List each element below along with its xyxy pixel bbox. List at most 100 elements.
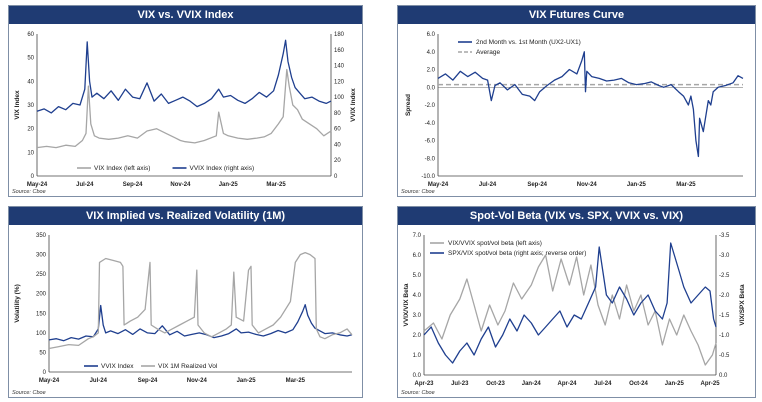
y2-axis-title: VIX/SPX Beta [739,284,746,326]
x-tick-label: Apr-23 [414,381,434,387]
legend-label: VVIX Index [101,363,134,370]
chart-panel-vix-vvix: VIX vs. VVIX Index 0 10 20 30 40 50 60 0 20 40 60 8… [8,5,363,197]
x-tick-label: Jul-24 [90,378,108,384]
y2-axis-title: VVIX Index [350,88,357,122]
series-line-0 [423,254,717,366]
y-tick-label: -6.0 [425,139,436,145]
chart-title: VIX Futures Curve [398,6,755,24]
y-tick-label: 350 [36,233,47,239]
x-tick-label: May-24 [27,182,48,188]
x-tick-label: Mar-25 [266,182,286,188]
chart-panel-spot-vol-beta: Spot-Vol Beta (VIX vs. SPX, VVIX vs. VIX… [397,206,756,398]
series-line-0 [36,68,332,149]
y-tick-label: 5.0 [413,273,422,279]
y2-tick-label: -3.0 [719,253,730,259]
x-tick-label: Oct-23 [486,381,505,387]
x-tick-label: May-24 [39,378,60,384]
y2-tick-label: 20 [334,158,341,164]
y-tick-label: 2.0 [413,333,422,339]
y2-tick-label: 40 [334,142,341,148]
y-tick-label: 0.0 [427,85,436,91]
y2-tick-label: 60 [334,127,341,133]
x-tick-label: Sep-24 [527,182,547,188]
source-note: Source: Cboe [401,390,435,396]
chart-svg: 0.0 1.0 2.0 3.0 4.0 5.0 6.0 7.0 0.0 -0.5 -1.0 -1.5 -… [403,233,746,387]
x-tick-label: Apr-25 [701,381,721,387]
y2-tick-label: -0.5 [719,353,730,359]
y-axis-title: VIX Index [14,90,21,120]
y2-tick-label: -1.0 [719,333,730,339]
y2-tick-label: -2.5 [719,273,730,279]
y2-tick-label: 0 [334,174,338,180]
y2-tick-label: -1.5 [719,313,730,319]
y-axis-title: Volatility (%) [14,284,21,323]
y2-tick-label: 140 [334,64,345,70]
chart-svg: -10.0 -8.0 -6.0 -4.0 -2.0 0.0 2.0 4.0 6.0 May-24 J… [405,32,744,188]
y-tick-label: 60 [27,32,34,38]
x-tick-label: Nov-24 [577,182,598,188]
y-tick-label: 300 [36,253,47,259]
y2-tick-label: 80 [334,111,341,117]
x-tick-label: Mar-25 [286,378,306,384]
y-tick-label: -2.0 [425,103,436,109]
y-tick-label: 0.0 [413,373,422,379]
x-tick-label: Jan-25 [219,182,239,188]
legend-label: Average [476,49,500,56]
legend-label: VIX Index (left axis) [94,165,150,172]
y-tick-label: -4.0 [425,121,436,127]
y-tick-label: 7.0 [413,233,422,239]
y-tick-label: 250 [36,272,47,278]
y-tick-label: 2.0 [427,68,436,74]
series-line-1 [48,251,353,350]
y2-tick-label: -2.0 [719,293,730,299]
x-tick-label: Jan-25 [665,381,685,387]
chart-panel-implied-realized: VIX Implied vs. Realized Volatility (1M)… [8,206,363,398]
legend-label: VIX/VVIX spot/vol beta (left axis) [448,240,542,247]
x-tick-label: Sep-24 [138,378,158,384]
x-tick-label: Jul-24 [479,182,497,188]
y-tick-label: 1.0 [413,353,422,359]
y2-tick-label: 100 [334,95,345,101]
y2-tick-label: -3.5 [719,233,730,239]
y-axis-title: Spread [405,94,412,116]
y-tick-label: 6.0 [427,32,436,38]
x-tick-label: Jan-25 [237,378,257,384]
series-line-1 [423,242,717,364]
x-tick-label: May-24 [428,182,449,188]
y-tick-label: -10.0 [421,174,435,180]
legend-label: VVIX Index (right axis) [190,165,255,172]
chart-svg: 0 50 100 150 200 250 300 350 May-24 Jul-24 Sep-24 N… [14,233,353,384]
chart-panel-futures-curve: VIX Futures Curve -10.0 -8.0 -6.0 -4.0 -2.0 0… [397,5,756,197]
y-tick-label: 40 [27,79,34,85]
series-line-0 [437,51,744,158]
x-tick-label: Nov-24 [170,182,191,188]
x-tick-label: Apr-24 [558,381,578,387]
x-tick-label: Mar-25 [676,182,696,188]
y-tick-label: 20 [27,127,34,133]
source-note: Source: Cboe [12,390,46,396]
y-tick-label: 3.0 [413,313,422,319]
y-tick-label: 100 [36,331,47,337]
y-tick-label: 0 [31,174,35,180]
y2-tick-label: 160 [334,48,345,54]
y-tick-label: 50 [39,350,46,356]
x-tick-label: Jul-24 [76,182,94,188]
y-tick-label: 50 [27,56,34,62]
source-note: Source: Cboe [401,189,435,195]
chart-title: VIX vs. VVIX Index [9,6,362,24]
x-tick-label: Nov-24 [187,378,208,384]
chart-title: Spot-Vol Beta (VIX vs. SPX, VVIX vs. VIX… [398,207,755,225]
y2-tick-label: 180 [334,32,345,38]
series-line-1 [36,39,332,114]
source-note: Source: Cboe [12,189,46,195]
y2-tick-label: 0.0 [719,373,728,379]
y-tick-label: 0 [43,370,47,376]
x-tick-label: Jul-24 [594,381,612,387]
x-tick-label: Jan-24 [522,381,542,387]
x-tick-label: Sep-24 [123,182,143,188]
y-tick-label: 4.0 [413,293,422,299]
y-tick-label: 6.0 [413,253,422,259]
x-tick-label: Oct-24 [629,381,648,387]
legend-label: SPX/VIX spot/vol beta (right axis; rever… [448,250,586,257]
x-tick-label: Jan-25 [627,182,647,188]
